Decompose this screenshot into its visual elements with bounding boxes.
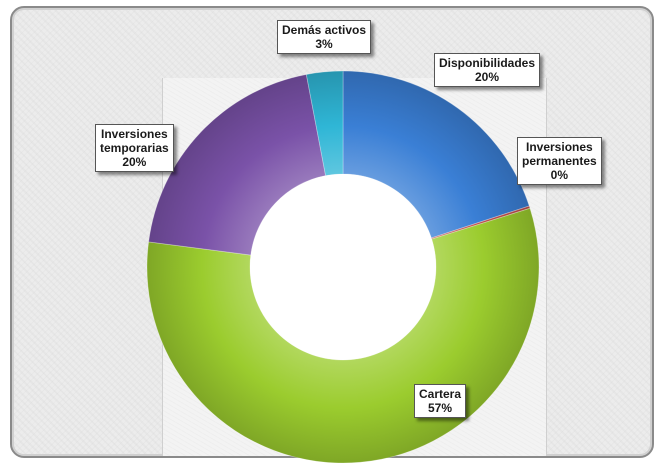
data-label-4: Inversiones temporarias 20% bbox=[95, 124, 174, 172]
data-label-value: 0% bbox=[550, 168, 569, 182]
data-label-2: Inversiones permanentes 0% bbox=[517, 137, 602, 185]
data-label-category: Disponibilidades bbox=[439, 56, 536, 70]
data-label-value: 20% bbox=[122, 155, 147, 169]
data-label-category: Cartera bbox=[419, 387, 462, 401]
donut-hole bbox=[250, 174, 436, 360]
data-label-value: 20% bbox=[474, 70, 500, 84]
data-label-1: Disponibilidades 20% bbox=[434, 53, 541, 87]
data-label-category: Inversiones permanentes bbox=[522, 140, 597, 168]
data-label-category: Inversiones temporarias bbox=[100, 127, 169, 155]
data-label-value: 3% bbox=[315, 37, 333, 51]
data-label-category: Demás activos bbox=[282, 23, 367, 37]
data-label-5: Demás activos 3% bbox=[277, 20, 372, 54]
data-label-3: Cartera 57% bbox=[414, 384, 467, 418]
data-label-value: 57% bbox=[428, 401, 453, 415]
